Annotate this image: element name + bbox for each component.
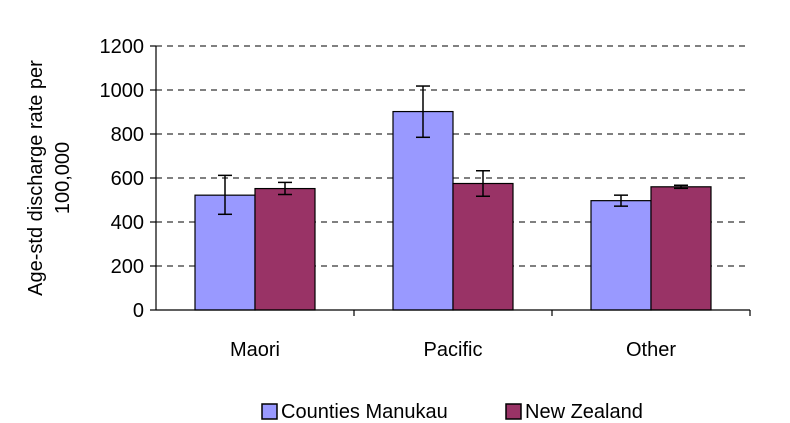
error-bar-new-zealand-maori <box>278 181 292 196</box>
bar-counties-manukau-pacific <box>392 110 454 311</box>
x-tick-label-pacific: Pacific <box>424 339 483 361</box>
error-bar-counties-manukau-other <box>614 194 628 207</box>
legend-label-new-zealand: New Zealand <box>525 401 643 423</box>
error-bar-new-zealand-pacific <box>476 169 490 198</box>
y-tick-label-600: 600 <box>111 168 144 190</box>
legend-label-counties-manukau: Counties Manukau <box>281 401 448 423</box>
y-tick-label-800: 800 <box>111 124 144 146</box>
error-bars <box>218 85 688 216</box>
bar-new-zealand-other <box>650 186 712 311</box>
y-tick-labels: 0 200 400 600 800 1000 1200 <box>100 36 145 322</box>
error-bar-new-zealand-other <box>674 184 688 190</box>
y-tick-label-400: 400 <box>111 212 144 234</box>
bar-new-zealand-maori <box>254 187 316 311</box>
x-tick-label-other: Other <box>626 339 676 361</box>
bar-new-zealand-pacific <box>452 182 514 311</box>
y-tick-label-200: 200 <box>111 256 144 278</box>
error-bar-counties-manukau-pacific <box>416 85 430 139</box>
y-tick-label-1000: 1000 <box>100 80 145 102</box>
bar-counties-manukau-other <box>590 200 652 311</box>
error-bar-counties-manukau-maori <box>218 174 232 216</box>
x-tick-label-maori: Maori <box>230 339 280 361</box>
y-axis-label-line-1: Age-std discharge rate per <box>25 60 47 296</box>
y-tick-label-1200: 1200 <box>100 36 145 58</box>
bars <box>194 110 712 311</box>
legend-swatch-counties-manukau <box>261 403 278 420</box>
y-axis-label-line-2: 100,000 <box>52 142 74 214</box>
legend: Counties Manukau New Zealand <box>261 401 643 423</box>
axes <box>150 45 751 316</box>
legend-swatch-new-zealand <box>505 403 522 420</box>
y-tick-label-0: 0 <box>133 300 144 322</box>
x-tick-labels: Maori Pacific Other <box>230 339 676 361</box>
